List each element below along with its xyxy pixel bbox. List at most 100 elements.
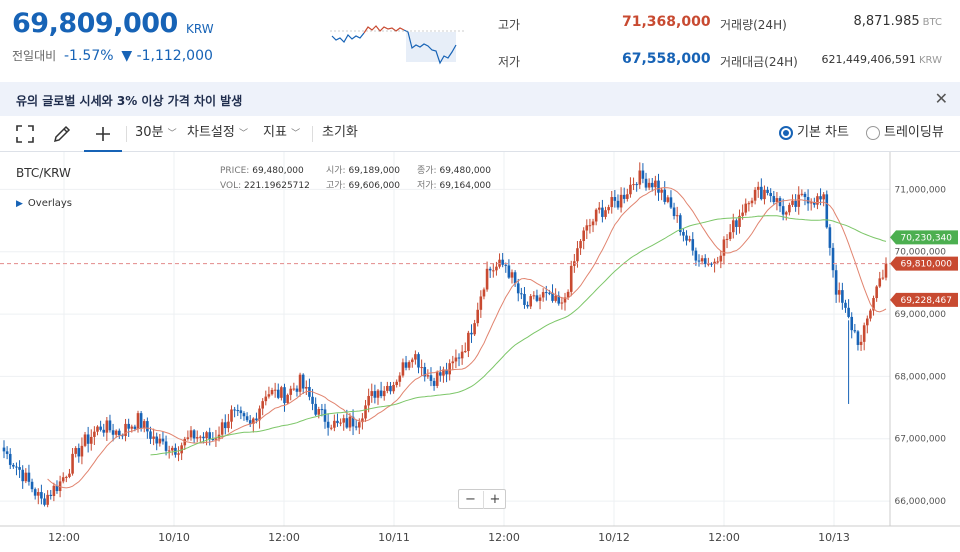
candle-body: [286, 394, 289, 404]
tradingview-label[interactable]: 트레이딩뷰: [884, 125, 944, 140]
x-tick-label: 10/11: [378, 531, 410, 544]
pencil-icon[interactable]: [50, 122, 74, 146]
candle-body: [379, 390, 383, 397]
candle-body: [329, 427, 333, 429]
candle-body: [18, 467, 21, 470]
price-info-label: PRICE:: [220, 166, 250, 176]
candle-body: [267, 394, 271, 397]
candle-body: [707, 263, 710, 265]
candle-body: [326, 421, 330, 428]
candle-body: [797, 194, 801, 207]
candlestick-chart-svg[interactable]: 71,000,000 70,000,000 69,000,000 68,000,000…: [0, 152, 960, 548]
candle-body: [816, 196, 819, 205]
candle-body: [800, 193, 804, 195]
price-info-value: 69,480,000: [252, 166, 304, 176]
candle-body: [513, 272, 517, 284]
candle-body: [569, 265, 573, 292]
candle-body: [27, 472, 31, 482]
candle-body: [654, 180, 657, 188]
candle-body: [822, 194, 825, 200]
candle-body: [351, 416, 355, 427]
candle-body: [445, 369, 448, 375]
candle-body: [139, 413, 143, 428]
candle-body: [270, 390, 274, 395]
candle-body: [8, 453, 12, 465]
price-chart[interactable]: 71,000,000 70,000,000 69,000,000 68,000,000…: [0, 152, 960, 548]
ma-long-marker-text: 70,230,340: [900, 233, 952, 243]
candle-body: [49, 494, 53, 497]
candle-body: [619, 194, 623, 208]
crosshair-icon: [96, 127, 110, 141]
indicators-menu[interactable]: 지표 ﹀: [263, 116, 300, 152]
volume-unit: BTC: [922, 17, 942, 28]
crosshair-tool-button[interactable]: [84, 116, 122, 152]
y-tick-label: 66,000,000: [894, 497, 946, 507]
zoom-in-button[interactable]: +: [483, 491, 506, 509]
basic-chart-label[interactable]: 기본 차트: [797, 125, 849, 140]
candle-body: [878, 278, 882, 287]
indicators-label: 지표: [263, 125, 287, 140]
volume-info-value: 221.19625712: [244, 181, 310, 191]
price-gap-notice: 유의 글로벌 시세와 3% 이상 가격 차이 발생 ✕: [0, 82, 960, 116]
candle-body: [323, 409, 327, 422]
candle-body: [389, 385, 392, 392]
overlays-label: Overlays: [27, 198, 73, 209]
zoom-out-button[interactable]: −: [465, 492, 476, 507]
candle-body: [809, 202, 813, 204]
candle-body: [239, 410, 243, 414]
candle-body: [881, 277, 885, 279]
reset-button[interactable]: 초기화: [322, 125, 358, 140]
candle-body: [258, 408, 261, 421]
candle-body: [410, 359, 414, 363]
x-tick-label: 12:00: [48, 531, 80, 544]
candle-body: [40, 492, 43, 499]
volume-info-label: VOL:: [220, 181, 242, 191]
tradingview-radio[interactable]: [866, 126, 880, 140]
overlays-toggle[interactable]: ▶ Overlays: [16, 198, 72, 209]
candle-body: [93, 431, 96, 437]
candle-body: [146, 421, 149, 432]
fullscreen-icon[interactable]: [13, 122, 37, 146]
low-info-value: 69,164,000: [439, 181, 491, 191]
candle-body: [638, 170, 642, 185]
candle-body: [130, 426, 134, 429]
candle-body: [813, 202, 816, 205]
candle-body: [167, 450, 171, 452]
candle-body: [308, 386, 311, 397]
candle-body: [756, 186, 760, 190]
current-price-marker-text: 69,810,000: [900, 260, 952, 270]
candle-body: [15, 466, 18, 468]
candle-body: [669, 197, 673, 208]
candle-body: [781, 206, 785, 215]
chart-settings-menu[interactable]: 차트설정 ﹀: [187, 116, 248, 152]
y-tick-label: 68,000,000: [894, 372, 946, 382]
candle-body: [227, 421, 230, 429]
candle-body: [420, 367, 423, 369]
candle-body: [760, 186, 763, 200]
candle-body: [86, 434, 90, 444]
x-tick-label: 12:00: [268, 531, 300, 544]
candle-body: [467, 332, 470, 352]
candle-body: [276, 389, 280, 398]
candle-body: [320, 409, 324, 411]
candle-body: [660, 189, 663, 193]
candle-body: [728, 232, 732, 239]
interval-select[interactable]: 30분 ﹀: [135, 116, 177, 152]
candle-body: [473, 323, 476, 335]
candle-body: [470, 332, 473, 335]
candle-body: [211, 439, 215, 441]
candle-body: [457, 357, 461, 359]
chevron-down-icon: ﹀: [238, 129, 248, 139]
candle-body: [118, 430, 121, 436]
basic-chart-radio[interactable]: [779, 126, 793, 140]
close-icon[interactable]: ✕: [934, 89, 948, 108]
candle-body: [697, 260, 701, 262]
volume-value-group: 8,871.985 BTC: [853, 14, 942, 29]
candle-body: [476, 309, 480, 324]
candle-body: [114, 430, 118, 435]
candle-body: [136, 413, 140, 429]
candle-body: [448, 363, 451, 375]
candle-body: [859, 341, 863, 345]
candle-body: [77, 448, 81, 457]
candle-body: [463, 351, 467, 353]
